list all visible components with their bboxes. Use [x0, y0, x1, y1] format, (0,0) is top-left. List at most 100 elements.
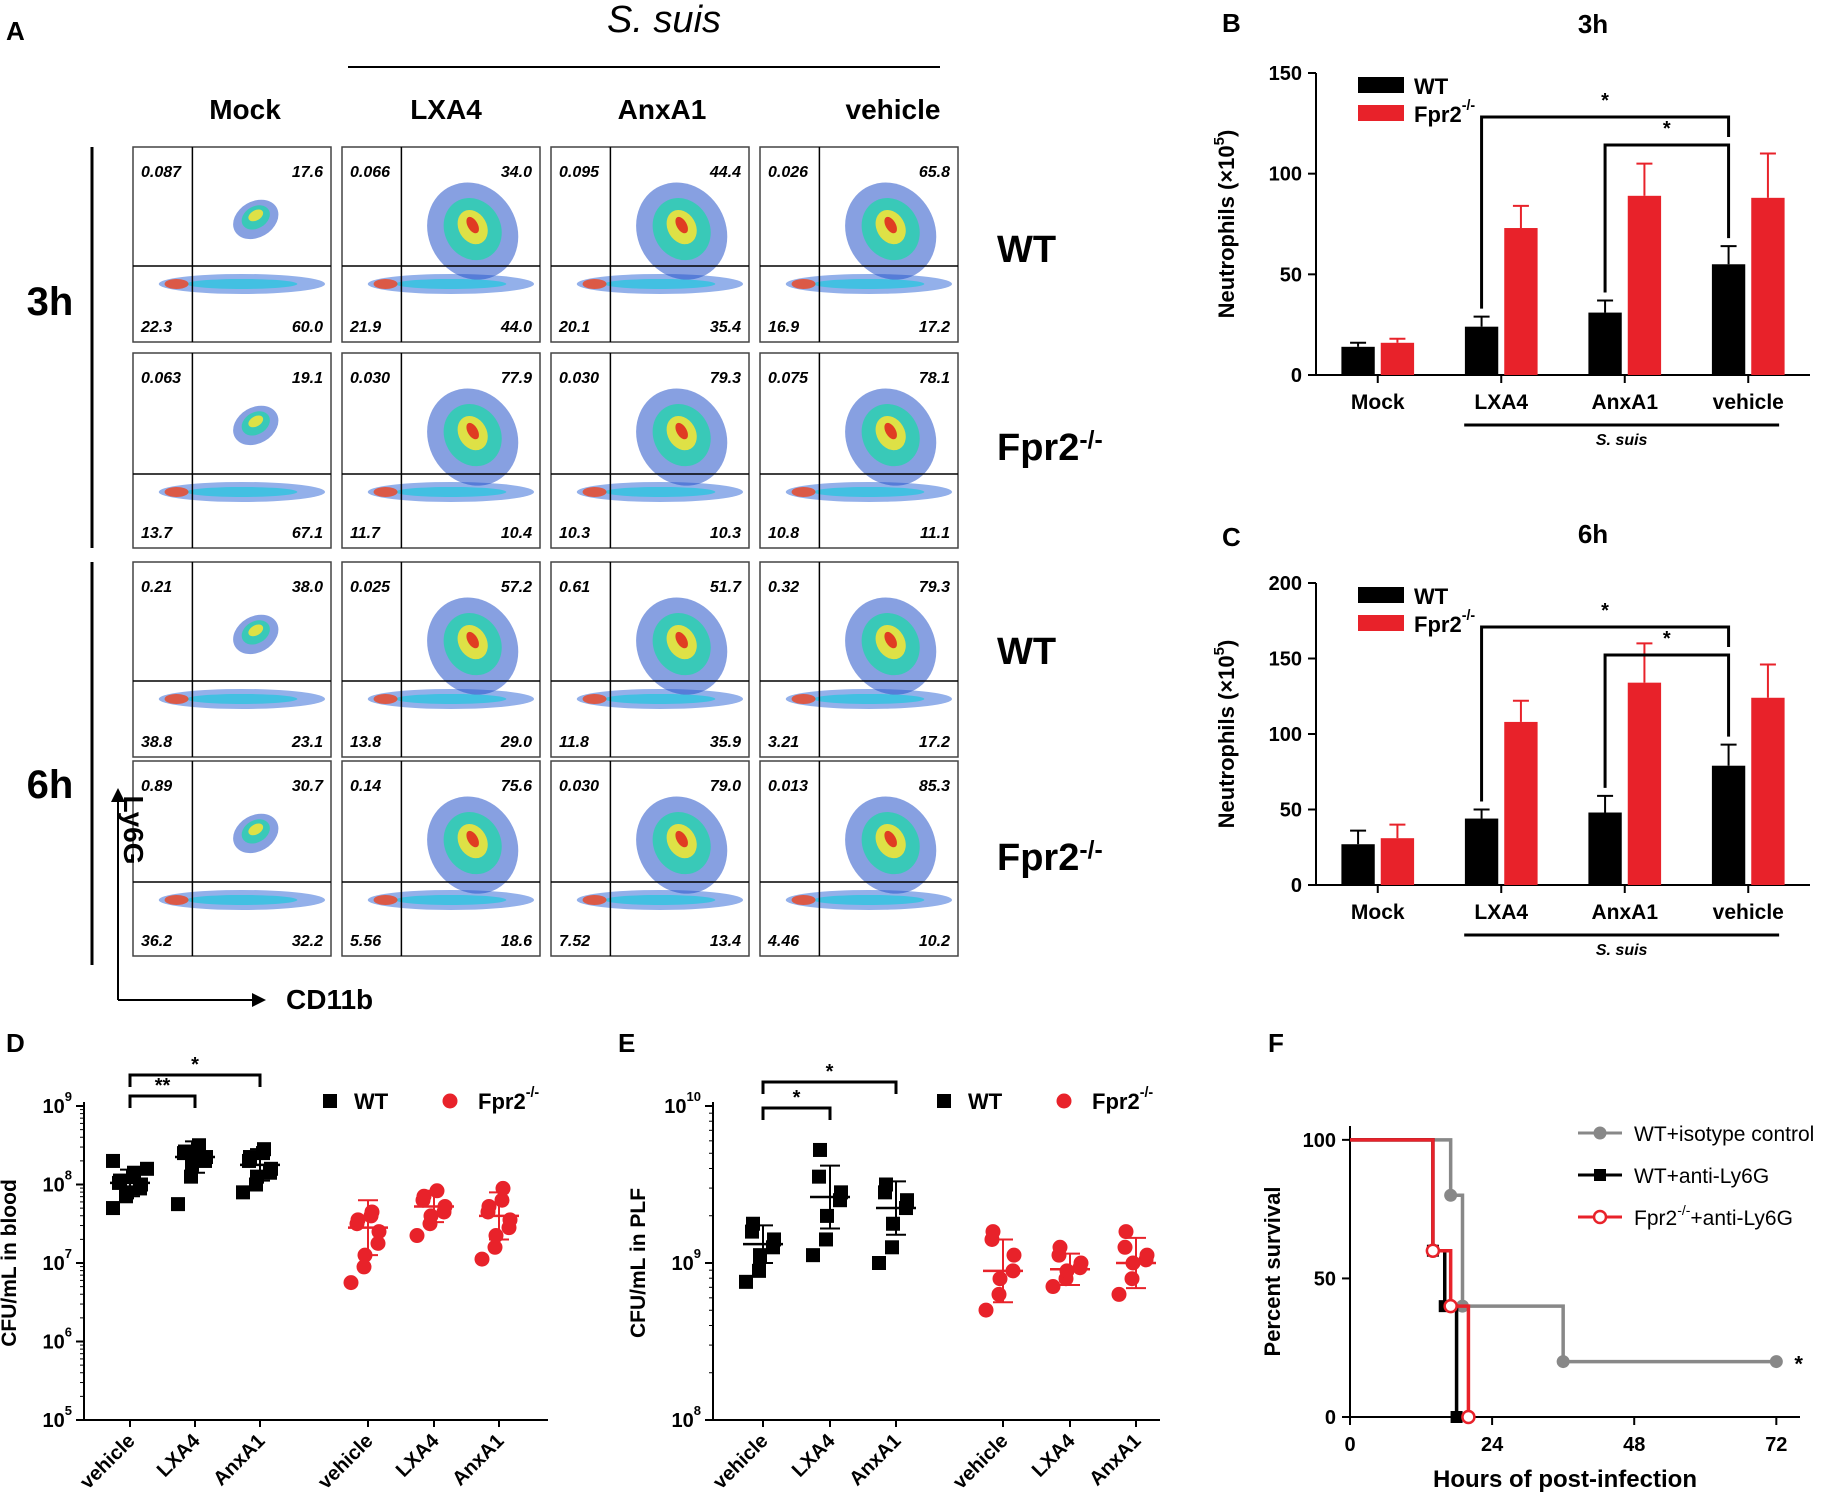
flow-plot-grid: 0.087 17.6 22.3 60.0 0.066 34.0 21.9 44.0 0.095 4… [132, 146, 959, 957]
cell-population [813, 278, 925, 289]
legend-marker [1592, 1209, 1608, 1225]
data-point [236, 1185, 250, 1200]
quadrant-value: 36.2 [141, 933, 172, 950]
quadrant-value: 0.066 [350, 164, 390, 181]
y-tick-label: 105 [43, 1403, 72, 1432]
cell-population [675, 631, 688, 649]
x-tick-label: 72 [1765, 1434, 1787, 1456]
data-point [1059, 1263, 1075, 1279]
quadrant-value: 85.3 [919, 778, 950, 795]
legend-swatch [1056, 1093, 1072, 1109]
survival-line [1350, 1138, 1777, 1364]
bar [1504, 721, 1538, 885]
sig-bracket [761, 1080, 898, 1094]
bar [1588, 812, 1622, 885]
data-point [991, 1286, 1007, 1302]
quadrant-value: 4.46 [767, 933, 799, 950]
x-tick-label: vehicle [1713, 391, 1784, 414]
legend-swatch [937, 1094, 951, 1108]
data-point [1443, 1298, 1458, 1314]
quadrant-value: 7.52 [559, 933, 590, 950]
flow-column-header: vehicle [846, 94, 941, 125]
quadrant-value: 18.6 [501, 933, 532, 950]
data-point [900, 1193, 914, 1208]
bar [1341, 844, 1375, 885]
quadrant-value: 0.075 [768, 370, 809, 387]
quadrant-value: 32.2 [292, 933, 323, 950]
quadrant-value: 17.2 [919, 319, 950, 336]
genotype-label: Fpr2-/- [997, 427, 1103, 469]
legend-label: Fpr2-/- [1414, 98, 1475, 127]
data-point [1006, 1247, 1022, 1263]
quadrant-value: 21.9 [349, 319, 381, 336]
bar [1711, 264, 1746, 375]
flow-plot: 0.095 44.4 20.1 35.4 [550, 146, 750, 343]
data-point [364, 1204, 380, 1220]
cell-population [791, 693, 816, 704]
data-point [1052, 1239, 1068, 1255]
y-tick-label: 50 [1314, 1268, 1336, 1290]
y-axis-label: Neutrophils (×105) [1211, 640, 1239, 829]
cell-population [164, 486, 189, 497]
y-tick-label: 50 [1280, 800, 1302, 822]
quadrant-value: 13.4 [710, 933, 741, 950]
sig-star: * [1794, 1352, 1803, 1377]
legend-swatch [442, 1093, 458, 1109]
data-point [502, 1212, 518, 1228]
cell-population [604, 278, 716, 289]
flow-plot: 0.030 79.3 10.3 10.3 [550, 352, 750, 549]
data-point [872, 1256, 886, 1270]
bar [1627, 682, 1662, 885]
cell-population [884, 422, 897, 440]
data-point [1111, 1286, 1127, 1302]
quadrant-value: 0.14 [350, 778, 381, 795]
sig-star: * [1663, 118, 1671, 140]
cell-population [248, 209, 264, 222]
panel-label-d: D [6, 1028, 25, 1058]
data-point [487, 1239, 503, 1255]
flow-plot: 0.61 51.7 11.8 35.9 [550, 561, 750, 758]
quadrant-value: 0.89 [141, 778, 172, 795]
data-point [746, 1216, 760, 1231]
cell-population [884, 631, 897, 649]
legend-label: WT+anti-Ly6G [1634, 1165, 1769, 1188]
cell-population [164, 894, 189, 905]
quadrant-value: 79.3 [710, 370, 741, 387]
flow-treatment-header: S. suis [607, 0, 721, 41]
flow-genotype-labels: WT Fpr2-/- WT Fpr2-/- [997, 229, 1103, 879]
y-tick-label: 1010 [664, 1089, 701, 1118]
y-tick-label: 0 [1291, 875, 1302, 897]
y-tick-label: 100 [1269, 164, 1302, 186]
legend-label: WT [354, 1089, 389, 1114]
quadrant-value: 29.0 [500, 734, 532, 751]
bar [1588, 312, 1622, 375]
x-tick-label: LXA4 [788, 1429, 840, 1481]
cell-population [466, 216, 479, 234]
quadrant-value: 0.030 [559, 370, 599, 387]
y-tick-label: 0 [1291, 365, 1302, 387]
cell-population [248, 624, 264, 637]
cell-population [466, 631, 479, 649]
cell-population [884, 830, 897, 848]
y-tick-label: 108 [672, 1403, 701, 1432]
time-label: 3h [27, 280, 74, 324]
cell-population [164, 693, 189, 704]
data-point [113, 1173, 127, 1188]
x-tick-label: AnxA1 [1085, 1430, 1145, 1490]
sig-star: * [1601, 90, 1609, 112]
cell-population [186, 894, 298, 905]
legend-swatch [1358, 77, 1404, 93]
data-point [752, 1263, 766, 1278]
data-point [409, 1228, 425, 1244]
quadrant-value: 0.32 [768, 579, 799, 596]
legend-swatch [1358, 615, 1404, 631]
x-tick-label: LXA4 [392, 1429, 444, 1481]
y-tick-label: 200 [1269, 573, 1302, 595]
quadrant-value: 0.61 [559, 579, 590, 596]
legend-swatch [323, 1094, 337, 1108]
cell-population [675, 422, 688, 440]
data-point [1045, 1279, 1061, 1295]
data-point [813, 1142, 827, 1157]
quadrant-value: 79.3 [919, 579, 950, 596]
legend-label: Fpr2-/- [1092, 1085, 1153, 1114]
